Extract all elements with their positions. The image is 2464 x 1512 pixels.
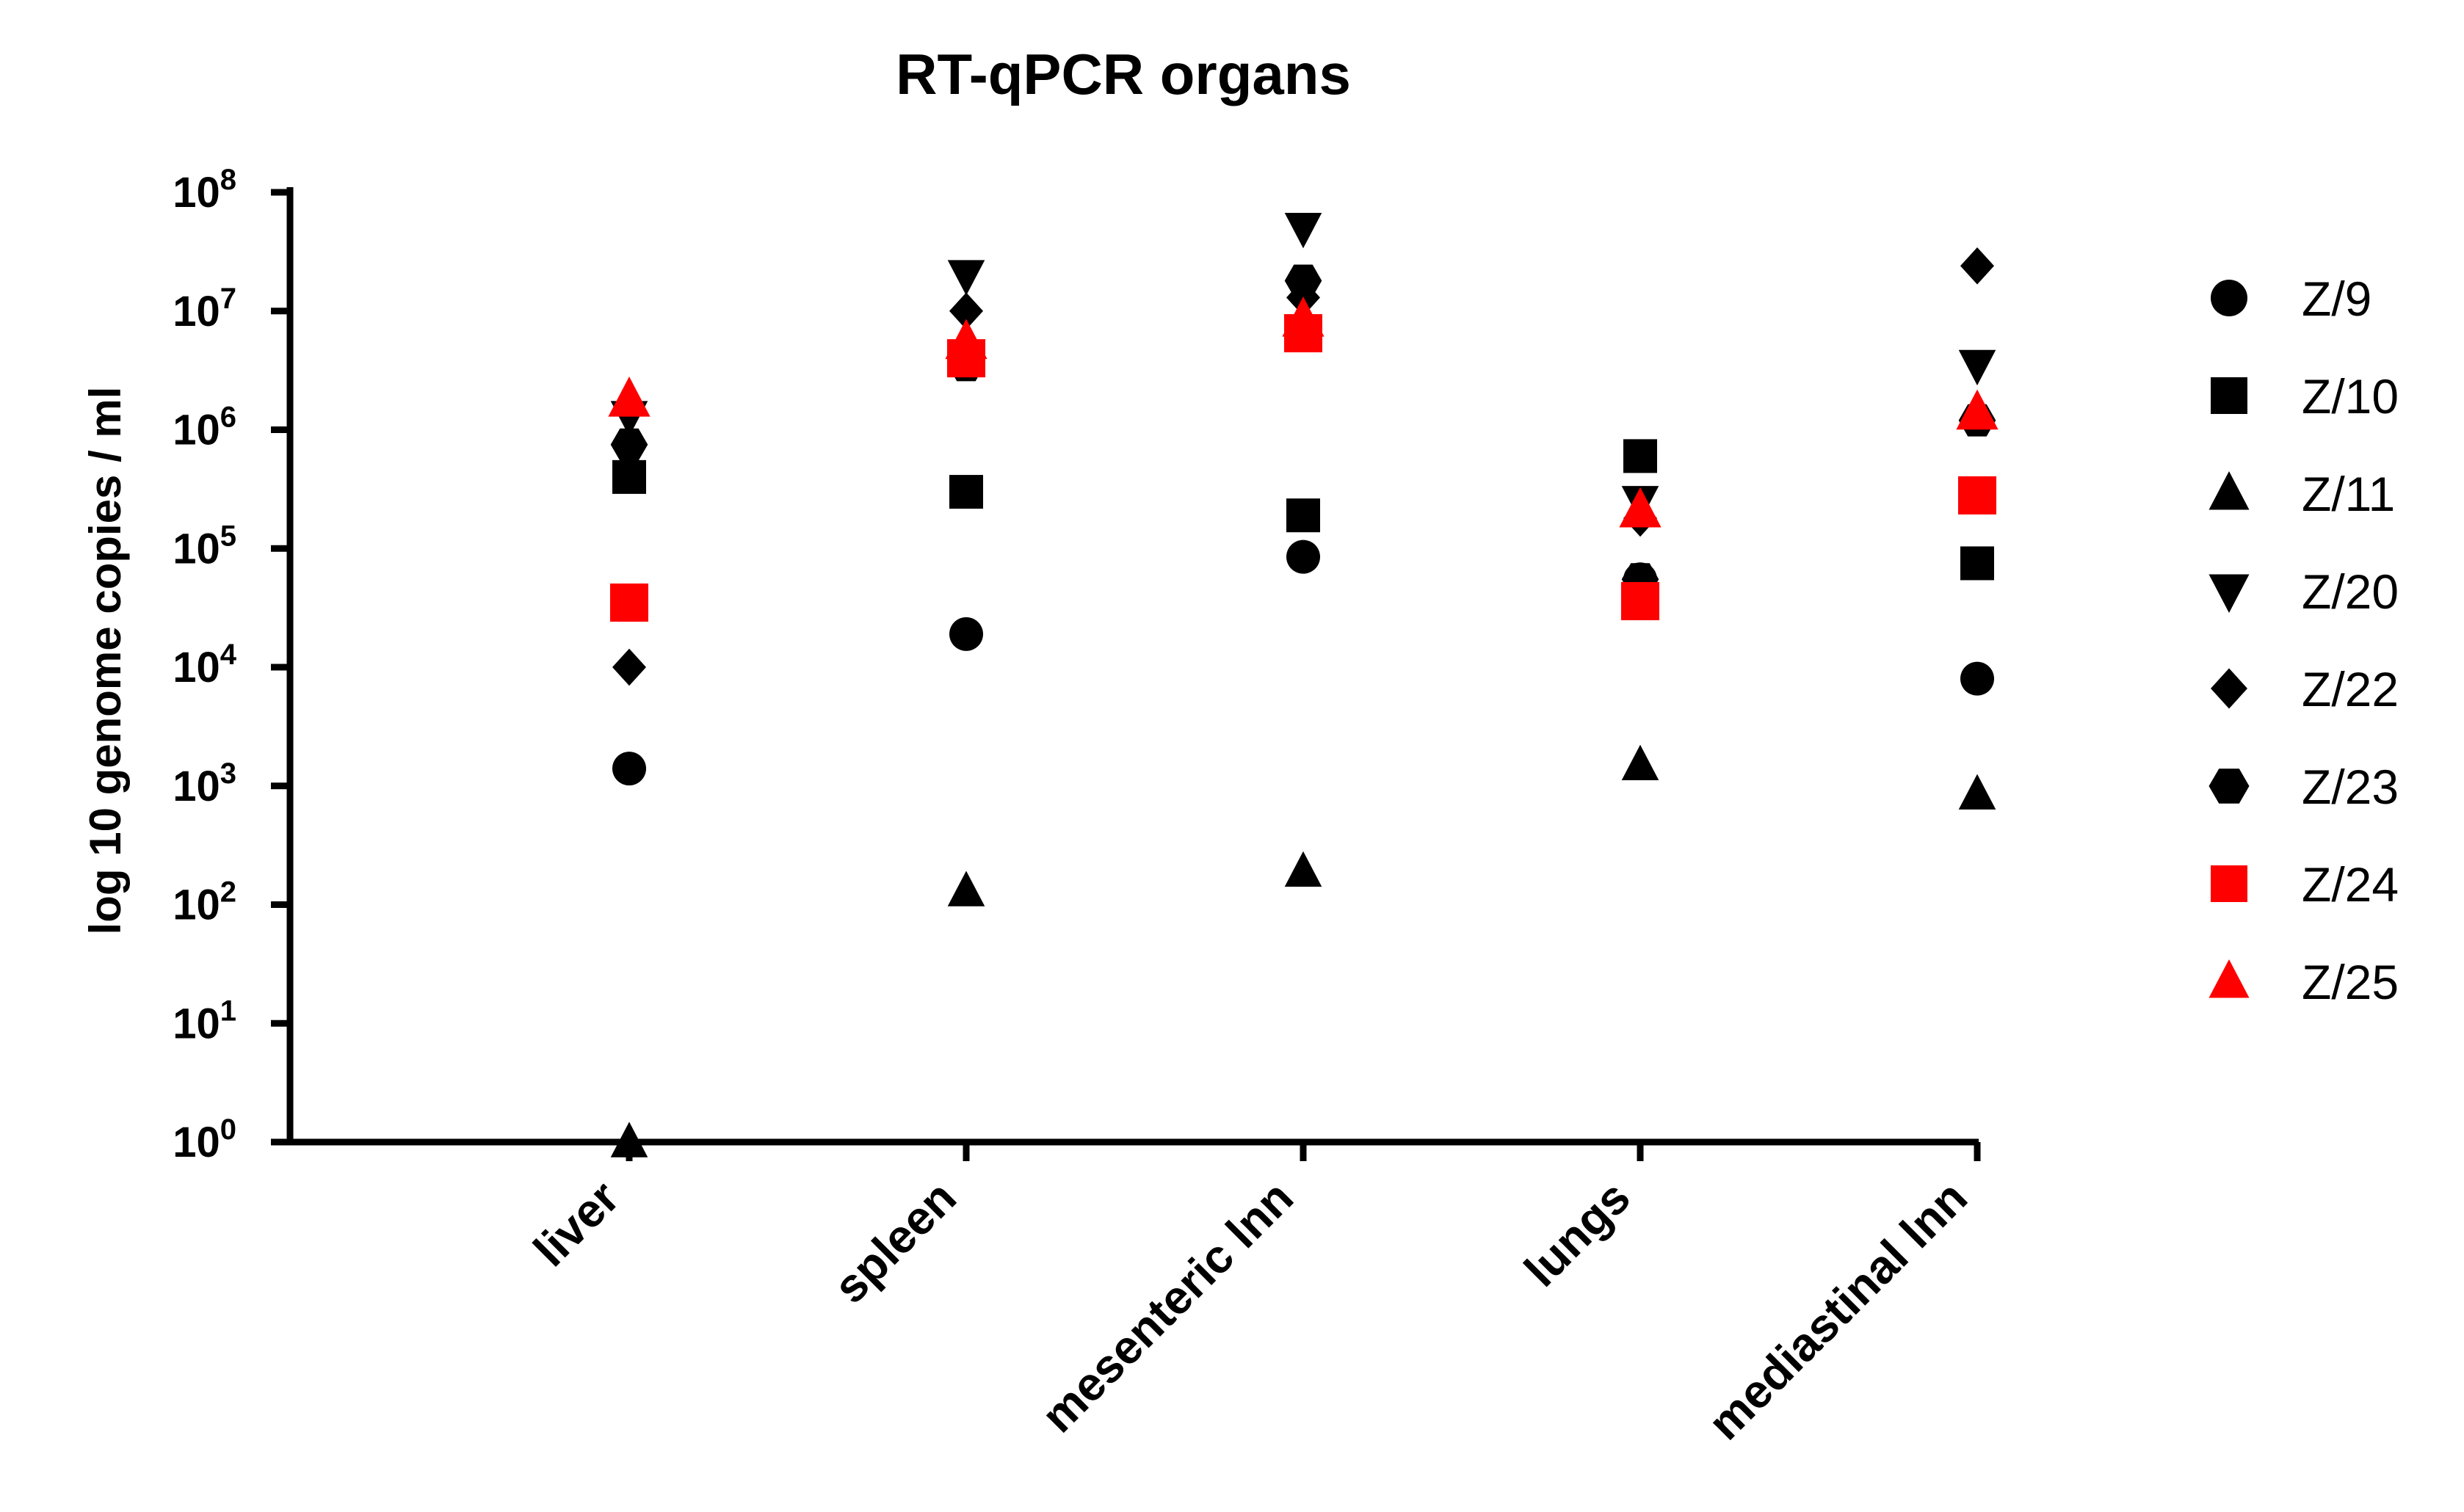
- data-point: [947, 871, 985, 906]
- data-point: [1284, 264, 1322, 297]
- data-point: [1621, 582, 1659, 621]
- y-axis-title: log 10 genome copies / ml: [81, 387, 130, 935]
- data-point: [1958, 774, 1996, 810]
- x-tick-label: mediastinal lnn: [1698, 1171, 1977, 1450]
- data-point: [1958, 349, 1996, 386]
- legend-label: Z/24: [2302, 857, 2399, 912]
- chart-title: RT-qPCR organs: [896, 42, 1351, 106]
- data-point: [1958, 476, 1996, 515]
- data-point: [945, 319, 988, 360]
- y-tick-label: 100: [173, 1113, 236, 1166]
- y-tick-label: 102: [173, 876, 236, 929]
- data-point: [949, 475, 983, 509]
- y-tick-label: 107: [173, 283, 236, 335]
- x-tick-label: liver: [523, 1171, 629, 1276]
- data-point: [1619, 487, 1662, 528]
- data-point: [1284, 851, 1322, 887]
- legend-label: Z/9: [2302, 272, 2371, 326]
- data-point: [612, 459, 646, 494]
- y-tick-label: 101: [173, 995, 236, 1047]
- data-point: [1623, 439, 1657, 473]
- y-axis-ticks: 100 101 102 103 104 105 106 107 108: [173, 164, 290, 1166]
- legend-marker: [2211, 865, 2247, 902]
- data-point: [949, 617, 983, 651]
- data-point: [1282, 296, 1325, 337]
- data-point: [610, 1122, 648, 1157]
- data-point: [610, 583, 648, 622]
- legend-marker: [2208, 471, 2250, 510]
- legend-label: Z/22: [2302, 662, 2399, 716]
- y-tick-label: 103: [173, 757, 236, 810]
- data-point: [608, 377, 651, 417]
- data-point: [612, 752, 646, 786]
- legend-marker: [2208, 768, 2250, 804]
- data-point: [1960, 546, 1994, 581]
- data-point: [1286, 539, 1320, 574]
- legend-label: Z/23: [2302, 760, 2399, 814]
- y-tick-label: 108: [173, 164, 236, 217]
- legend-label: Z/10: [2302, 369, 2399, 424]
- legend-label: Z/20: [2302, 564, 2399, 619]
- x-tick-label: mesenteric lnn: [1032, 1171, 1303, 1442]
- data-point: [610, 428, 648, 461]
- legend-marker: [2211, 668, 2247, 709]
- y-tick-label: 104: [173, 639, 237, 691]
- legend-label: Z/11: [2302, 467, 2395, 521]
- y-tick-label: 105: [173, 520, 236, 573]
- data-point: [949, 292, 983, 330]
- data-point: [1286, 498, 1320, 533]
- legend-marker: [2208, 574, 2250, 613]
- data-points: [608, 212, 1999, 1157]
- x-tick-label: spleen: [824, 1171, 966, 1313]
- legend-label: Z/25: [2302, 955, 2399, 1009]
- legend-marker: [2208, 959, 2250, 998]
- data-point: [1960, 247, 1994, 285]
- legend: Z/9 Z/10 Z/11 Z/20 Z/22 Z/23 Z/24 Z/25: [2208, 272, 2399, 1009]
- data-point: [1621, 744, 1659, 780]
- data-point: [947, 260, 985, 296]
- x-tick-label: lungs: [1514, 1171, 1640, 1297]
- x-axis-ticks: liver spleen mesenteric lnn lungs mediastina…: [523, 1142, 1981, 1450]
- data-point: [1956, 389, 1999, 430]
- y-tick-label: 106: [173, 401, 236, 454]
- data-point: [612, 648, 646, 686]
- legend-marker: [2211, 377, 2247, 414]
- data-point: [1284, 212, 1322, 249]
- legend-marker: [2211, 280, 2247, 316]
- data-point: [1960, 661, 1994, 696]
